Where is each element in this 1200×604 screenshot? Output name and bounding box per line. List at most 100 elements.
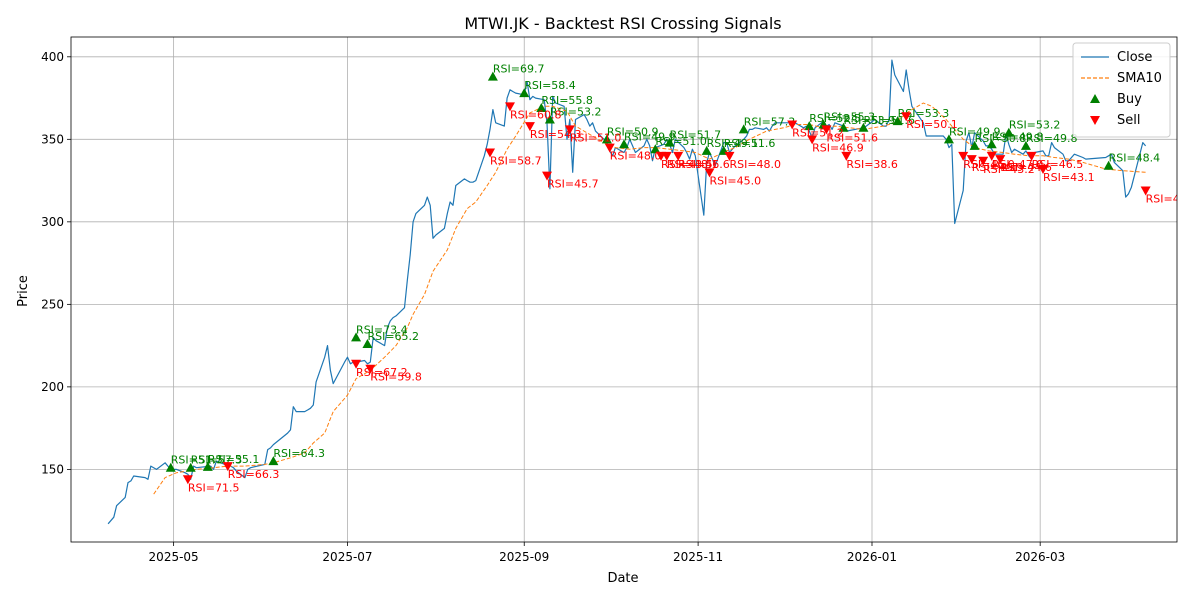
buy-signal-marker bbox=[986, 139, 997, 149]
legend-item-sell: Sell bbox=[1090, 113, 1140, 128]
y-tick-label: 150 bbox=[41, 462, 64, 476]
sell-signal-marker bbox=[901, 112, 912, 122]
sell-signal-label: RSI=46.6 bbox=[678, 158, 730, 171]
sell-signal-label: RSI=43.1 bbox=[1043, 171, 1095, 184]
buy-signal-marker bbox=[268, 456, 279, 466]
buy-signal-label: RSI=55.3 bbox=[824, 110, 876, 123]
buy-signal-label: RSI=53.2 bbox=[1009, 119, 1061, 132]
sell-signal-marker bbox=[365, 364, 376, 374]
sell-signal-marker bbox=[182, 475, 193, 485]
axes-frame bbox=[70, 36, 1178, 543]
buy-signal-marker bbox=[738, 124, 749, 134]
buy-signal-marker bbox=[601, 134, 612, 144]
buy-signal-label: RSI=50.9 bbox=[607, 125, 659, 138]
y-tick-label: 250 bbox=[41, 297, 64, 311]
buy-signal-marker bbox=[544, 114, 555, 124]
y-tick-label: 400 bbox=[41, 50, 64, 64]
legend-label: Sell bbox=[1117, 113, 1140, 128]
buy-signal-label: RSI=49.9 bbox=[624, 130, 676, 143]
sell-signal-marker bbox=[995, 155, 1006, 165]
sell-signal-marker bbox=[604, 143, 615, 153]
buy-signal-marker bbox=[165, 462, 176, 472]
sell-signal-marker bbox=[787, 120, 798, 130]
legend-box bbox=[1072, 42, 1171, 138]
buy-signal-marker bbox=[892, 116, 903, 126]
grid-lines bbox=[71, 37, 1177, 542]
x-tick-label: 2025-05 bbox=[149, 550, 199, 564]
sell-signal-label: RSI=50.1 bbox=[906, 118, 958, 131]
sell-signal-marker bbox=[841, 151, 852, 161]
sell-signal-marker bbox=[661, 151, 672, 161]
buy-signal-label: RSI=48.4 bbox=[1109, 152, 1161, 165]
sell-signal-label: RSI=48.0 bbox=[610, 150, 662, 163]
sell-signal-marker bbox=[524, 122, 535, 132]
x-tick-label: 2025-11 bbox=[673, 550, 723, 564]
buy-signal-label: RSI=51.6 bbox=[724, 137, 776, 150]
legend-item-sma10: SMA10 bbox=[1081, 71, 1162, 86]
sell-signal-marker bbox=[504, 102, 515, 112]
legend-label: Buy bbox=[1117, 92, 1142, 107]
sell-signal-label: RSI=45.0 bbox=[710, 174, 762, 187]
sell-signal-marker bbox=[978, 156, 989, 166]
buy-signal-label: RSI=57.3 bbox=[744, 115, 796, 128]
sell-signal-label: RSI=71.5 bbox=[188, 481, 240, 494]
sell-signal-label: RSI=47.0 bbox=[992, 158, 1044, 171]
legend-swatch bbox=[1090, 116, 1100, 125]
buy-signal-label: RSI=73.4 bbox=[356, 323, 408, 336]
legend: Close SMA10 Buy Sell bbox=[1072, 42, 1171, 138]
buy-signal-marker bbox=[650, 144, 661, 154]
sell-signal-label: RSI=60.8 bbox=[510, 108, 562, 121]
axes: 2025-05 2025-07 2025-09 2025-11 2026-01 2026-… bbox=[41, 36, 1178, 564]
sell-signal-marker bbox=[485, 148, 496, 158]
y-axis-label: Price bbox=[16, 275, 31, 307]
legend-swatch bbox=[1090, 94, 1100, 103]
sell-signal-label: RSI=48.1 bbox=[667, 158, 719, 171]
sma10-line bbox=[153, 102, 1146, 495]
buy-signal-label: RSI=49.8 bbox=[992, 130, 1044, 143]
sell-signal-marker bbox=[966, 155, 977, 165]
buy-signal-marker bbox=[1020, 140, 1031, 150]
buy-signal-marker bbox=[619, 139, 629, 149]
sell-signal-label: RSI=43.2 bbox=[983, 163, 1035, 176]
buy-signal-marker bbox=[804, 121, 815, 131]
buy-signal-marker bbox=[838, 122, 849, 132]
buy-signal-marker bbox=[202, 461, 213, 471]
x-axis-label: Date bbox=[607, 571, 638, 586]
sell-signal-marker bbox=[704, 168, 715, 178]
y-tick-label: 300 bbox=[41, 215, 64, 229]
sell-signal-marker bbox=[1038, 165, 1049, 175]
sell-signal-marker bbox=[222, 462, 233, 472]
sell-signal-label: RSI=48.0 bbox=[729, 158, 781, 171]
buy-signal-label: RSI=52.5 bbox=[809, 112, 861, 125]
buy-signal-marker bbox=[362, 338, 373, 348]
sell-signal-marker bbox=[564, 125, 575, 135]
sell-signal-marker bbox=[542, 171, 553, 181]
buy-signal-label: RSI=53.3 bbox=[898, 107, 950, 120]
sell-signal-label: RSI=46.9 bbox=[812, 141, 864, 154]
buy-signal-marker bbox=[351, 332, 362, 342]
buy-signal-marker bbox=[536, 102, 547, 112]
y-tick-label: 200 bbox=[41, 380, 64, 394]
sell-signal-marker bbox=[1026, 151, 1037, 161]
buy-signal-label: RSI=49.1 bbox=[707, 137, 759, 150]
x-tick-label: 2025-09 bbox=[499, 550, 549, 564]
sell-signal-label: RSI=49.9 bbox=[972, 161, 1024, 174]
x-tick-label: 2025-07 bbox=[322, 550, 372, 564]
buy-signal-label: RSI=51.6 bbox=[863, 114, 915, 127]
buy-signal-label: RSI=55.1 bbox=[208, 453, 260, 466]
sell-signal-label: RSI=51.2 bbox=[792, 126, 844, 139]
x-tick-label: 2026-01 bbox=[847, 550, 897, 564]
buy-signal-label: RSI=65.2 bbox=[367, 330, 419, 343]
plot-area: RSI=51.7 RSI=57.3 RSI=55.1 RSI=64.3 RSI=73.4… bbox=[107, 59, 1177, 525]
buy-signal-marker bbox=[943, 134, 954, 144]
legend-label: SMA10 bbox=[1117, 71, 1162, 86]
buy-signal-marker bbox=[1003, 127, 1014, 137]
buy-signal-label: RSI=51.7 bbox=[670, 129, 722, 142]
buy-signal-marker bbox=[858, 122, 869, 132]
sell-signal-label: RSI=59.8 bbox=[370, 371, 422, 384]
sell-signal-label: RSI=44.6 bbox=[1000, 161, 1052, 174]
buy-signal-label: RSI=49.8 bbox=[1026, 132, 1078, 145]
sell-signal-marker bbox=[958, 151, 969, 161]
